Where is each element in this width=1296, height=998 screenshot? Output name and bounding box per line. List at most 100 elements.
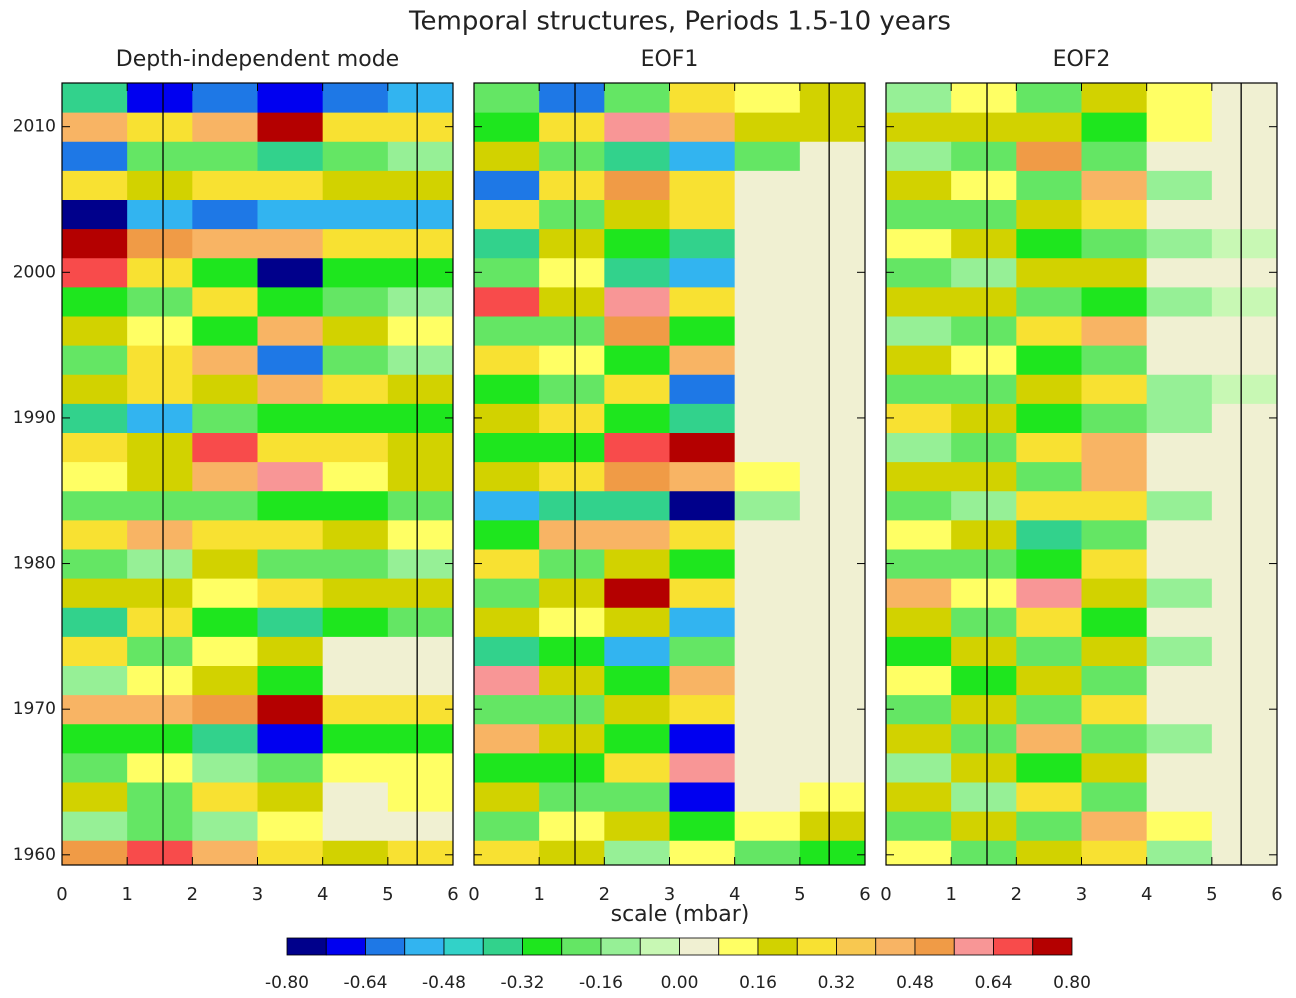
heatmap-cell	[734, 83, 801, 113]
heatmap-cell	[734, 374, 801, 404]
heatmap-cell	[734, 548, 801, 579]
heatmap-cell	[951, 345, 1017, 375]
heatmap-cell	[669, 490, 736, 521]
heatmap-cell	[886, 170, 952, 200]
heatmap-cell	[734, 345, 801, 375]
heatmap-cell	[322, 374, 389, 404]
heatmap-cell	[1016, 781, 1082, 812]
heatmap-cell	[474, 578, 540, 608]
colorbar-box	[679, 937, 720, 956]
heatmap-cell	[539, 257, 605, 288]
heatmap-cell	[886, 636, 952, 666]
heatmap-cell	[474, 83, 540, 113]
heatmap-cell	[604, 607, 670, 637]
heatmap-cell	[387, 228, 453, 259]
heatmap-cell	[322, 461, 389, 492]
heatmap-cell	[539, 315, 605, 346]
heatmap-cell	[886, 461, 952, 492]
heatmap-cell	[1146, 723, 1213, 754]
heatmap-cell	[1081, 228, 1148, 259]
heatmap-cell	[192, 840, 258, 865]
heatmap-cell	[387, 432, 453, 463]
heatmap-cell	[1211, 781, 1277, 812]
heatmap-cell	[951, 548, 1017, 579]
heatmap-cell	[387, 199, 453, 230]
heatmap-cell	[539, 519, 605, 550]
heatmap-cell	[1081, 752, 1148, 783]
heatmap-cell	[799, 578, 865, 608]
heatmap-cell	[1016, 519, 1082, 550]
heatmap-cell	[799, 490, 865, 521]
heatmap-cell	[1081, 432, 1148, 463]
heatmap-cell	[257, 141, 324, 171]
colorbar-tick-label: -0.64	[344, 973, 388, 993]
heatmap-cell	[886, 432, 952, 463]
colorbar-tick-label: 0.80	[1053, 973, 1091, 993]
heatmap-cell	[1146, 199, 1213, 230]
heatmap-cell	[1081, 403, 1148, 433]
heatmap-cell	[1016, 723, 1082, 754]
colorbar-box	[404, 937, 445, 956]
heatmap-cell	[474, 286, 540, 317]
heatmap-cell	[951, 286, 1017, 317]
heatmap-cell	[886, 607, 952, 637]
heatmap-cell	[1211, 578, 1277, 608]
heatmap-cell	[734, 286, 801, 317]
heatmap-cell	[62, 315, 128, 346]
colorbar-box	[482, 937, 523, 956]
heatmap-cell	[1211, 83, 1277, 113]
heatmap-cell	[1016, 345, 1082, 375]
heatmap-cell	[322, 548, 389, 579]
heatmap-cell	[192, 403, 258, 433]
heatmap-cell	[127, 811, 193, 841]
heatmap	[474, 83, 865, 865]
heatmap-cell	[1211, 403, 1277, 433]
heatmap-cell	[1146, 374, 1213, 404]
heatmap-cell	[1081, 374, 1148, 404]
heatmap-cell	[951, 811, 1017, 841]
heatmap-cell	[604, 665, 670, 696]
heatmap-cell	[1016, 199, 1082, 230]
heatmap-cell	[127, 228, 193, 259]
heatmap-cell	[322, 840, 389, 865]
heatmap-cell	[257, 315, 324, 346]
x-tick-label: 5	[382, 884, 393, 905]
heatmap-cell	[192, 83, 258, 113]
heatmap-cell	[1081, 286, 1148, 317]
heatmap-cell	[322, 141, 389, 171]
colorbar-box	[1032, 937, 1073, 956]
heatmap-cell	[1146, 315, 1213, 346]
heatmap-cell	[951, 723, 1017, 754]
heatmap-cell	[886, 345, 952, 375]
colorbar-box	[443, 937, 484, 956]
heatmap-cell	[62, 228, 128, 259]
colorbar-tick-label: -0.32	[501, 973, 545, 993]
heatmap-cell	[604, 519, 670, 550]
heatmap-cell	[127, 461, 193, 492]
heatmap-cell	[474, 548, 540, 579]
heatmap-cell	[474, 403, 540, 433]
heatmap-cell	[257, 752, 324, 783]
heatmap-cell	[669, 723, 736, 754]
heatmap-cell	[604, 315, 670, 346]
heatmap-cell	[886, 694, 952, 725]
heatmap-cell	[192, 490, 258, 521]
heatmap-cell	[387, 811, 453, 841]
heatmap-cell	[669, 112, 736, 142]
heatmap-cell	[734, 141, 801, 171]
heatmap-cell	[669, 374, 736, 404]
heatmap	[886, 83, 1277, 865]
heatmap-cell	[886, 83, 952, 113]
heatmap-cell	[799, 286, 865, 317]
heatmap-cell	[669, 228, 736, 259]
heatmap-cell	[604, 170, 670, 200]
heatmap-cell	[62, 781, 128, 812]
heatmap-cell	[62, 461, 128, 492]
heatmap-cell	[62, 519, 128, 550]
colorbar-tick-label: 0.00	[661, 973, 699, 993]
heatmap-cell	[1016, 490, 1082, 521]
heatmap-cell	[127, 694, 193, 725]
heatmap-cell	[257, 432, 324, 463]
heatmap-cell	[62, 374, 128, 404]
heatmap-cell	[799, 257, 865, 288]
